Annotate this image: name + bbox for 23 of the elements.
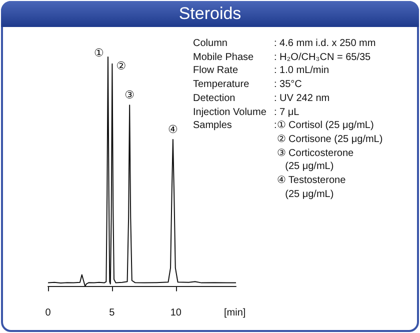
text: : H₂O/CH₃CN = 65/35 bbox=[274, 50, 371, 64]
annotation: Mobile Phase bbox=[193, 50, 254, 64]
text: : UV 242 nm bbox=[274, 92, 330, 106]
text: : 4.6 mm i.d. x 250 mm bbox=[274, 37, 376, 51]
text: Column bbox=[193, 37, 228, 51]
x-tick-label: 0 bbox=[45, 308, 52, 318]
x-axis-title: [min] bbox=[224, 308, 246, 319]
text: : 1.0 mL/min bbox=[274, 64, 330, 78]
x-tick-label: 10 bbox=[170, 308, 182, 318]
x-tick-label: 5 bbox=[109, 308, 116, 318]
annotation: Flow Rate bbox=[193, 64, 238, 78]
annotation: ① bbox=[94, 46, 104, 60]
chart-title: Steroids bbox=[1, 1, 419, 27]
annotation: Samples bbox=[193, 119, 232, 133]
annotation: Detection bbox=[193, 92, 236, 106]
annotation: ④ bbox=[168, 123, 178, 136]
annotation: Temperature bbox=[193, 78, 250, 92]
text: :① Cortisol (25 μg/mL) ② Cortisone (25 μg/mL) ③ Corticosterone (25 μg/mL) ④ Testosterone (25 μg/mL) bbox=[274, 119, 383, 202]
annotation: ③ bbox=[124, 88, 135, 102]
text: : 35°C bbox=[274, 78, 302, 92]
annotation: ② bbox=[116, 59, 126, 72]
text: : 7 μL bbox=[274, 106, 300, 120]
annotation: Injection Volume bbox=[193, 106, 266, 120]
